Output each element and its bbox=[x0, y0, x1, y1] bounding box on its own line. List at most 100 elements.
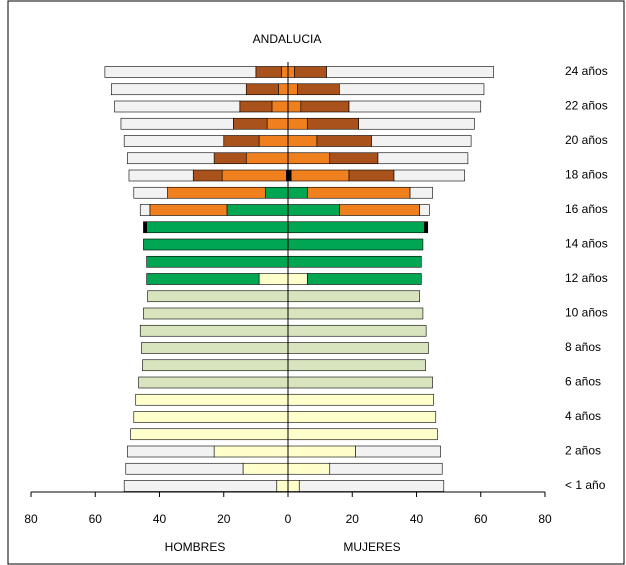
x-tick-label: 20 bbox=[217, 512, 231, 526]
y-tick-label: 18 años bbox=[565, 168, 608, 182]
bar-segment bbox=[298, 480, 445, 492]
y-tick-label: < 1 año bbox=[565, 478, 606, 492]
bar-segment bbox=[127, 152, 215, 165]
bar-segment bbox=[306, 186, 411, 199]
bar-segment bbox=[348, 169, 395, 182]
bar-segment bbox=[300, 100, 350, 113]
bar-segment bbox=[297, 83, 340, 96]
bar-segment bbox=[348, 100, 482, 113]
bar-segment bbox=[424, 221, 429, 234]
y-tick-label: 6 años bbox=[565, 375, 601, 389]
y-tick-label: 24 años bbox=[565, 64, 608, 78]
bar-segment bbox=[147, 290, 289, 303]
bar-segment bbox=[141, 342, 289, 354]
bar-segment bbox=[287, 428, 438, 441]
bar-segment bbox=[287, 411, 437, 423]
bar-segment bbox=[306, 117, 359, 130]
bar-segment bbox=[258, 273, 289, 285]
x-tick-label: 60 bbox=[89, 512, 103, 526]
bar-segment bbox=[120, 117, 234, 130]
bar-segment bbox=[329, 152, 379, 165]
bar-segment bbox=[139, 324, 289, 337]
bar-segment bbox=[287, 462, 331, 475]
bar-segment bbox=[287, 290, 421, 303]
bar-segment bbox=[133, 186, 168, 199]
right-axis-label: MUJERES bbox=[343, 540, 400, 554]
bar-segment bbox=[258, 135, 289, 147]
left-axis-label: HOMBRES bbox=[165, 540, 226, 554]
bar-segment bbox=[221, 169, 287, 182]
bar-segment bbox=[226, 204, 289, 216]
bar-segment bbox=[287, 393, 434, 406]
bar-segment bbox=[306, 273, 422, 285]
bar-segment bbox=[358, 117, 475, 130]
bar-segment bbox=[146, 273, 260, 285]
bar-segment bbox=[294, 66, 327, 78]
bar-segment bbox=[143, 238, 289, 251]
y-tick-label: 2 años bbox=[565, 444, 601, 458]
bar-segment bbox=[245, 83, 279, 96]
y-tick-label: 16 años bbox=[565, 202, 608, 216]
bar-segment bbox=[281, 66, 289, 78]
bar-segment bbox=[287, 100, 302, 113]
bar-segment bbox=[287, 359, 426, 372]
bar-segment bbox=[371, 135, 472, 147]
x-tick-label: 0 bbox=[285, 512, 292, 526]
bar-segment bbox=[123, 480, 278, 492]
bar-segment bbox=[143, 221, 147, 234]
bar-segment bbox=[287, 117, 308, 130]
bar-segment bbox=[287, 255, 422, 268]
y-tick-label: 14 años bbox=[565, 237, 608, 251]
bar-segment bbox=[142, 359, 289, 372]
bar-segment bbox=[125, 462, 244, 475]
bar-segment bbox=[143, 307, 289, 320]
bar-segment bbox=[245, 152, 289, 165]
y-tick-label: 4 años bbox=[565, 409, 601, 423]
bar-segment bbox=[104, 66, 257, 78]
bar-segment bbox=[287, 83, 298, 96]
bar-segment bbox=[290, 169, 350, 182]
bar-segment bbox=[329, 462, 443, 475]
x-tick-label: 40 bbox=[410, 512, 424, 526]
chart-title: ANDALUCIA bbox=[253, 32, 322, 46]
bar-segment bbox=[149, 204, 228, 216]
bar-segment bbox=[138, 376, 289, 389]
bar-segment bbox=[135, 393, 289, 406]
bar-segment bbox=[213, 445, 289, 458]
bar-segment bbox=[111, 83, 247, 96]
bar-segment bbox=[287, 238, 424, 251]
bar-segment bbox=[287, 324, 427, 337]
bar-segment bbox=[287, 221, 425, 234]
bar-segment bbox=[287, 186, 308, 199]
bar-segment bbox=[127, 445, 215, 458]
y-tick-label: 12 años bbox=[565, 271, 608, 285]
bar-segment bbox=[276, 480, 289, 492]
x-tick-label: 60 bbox=[474, 512, 488, 526]
bar-segment bbox=[409, 186, 433, 199]
bar-segment bbox=[287, 152, 331, 165]
bar-segment bbox=[339, 83, 485, 96]
bar-segment bbox=[239, 100, 273, 113]
bar-segment bbox=[287, 204, 340, 216]
bar-segment bbox=[287, 66, 295, 78]
y-tick-label: 8 años bbox=[565, 340, 601, 354]
bar-segment bbox=[213, 152, 247, 165]
x-tick-label: 80 bbox=[24, 512, 38, 526]
bar-segment bbox=[287, 135, 318, 147]
y-tick-label: 20 años bbox=[565, 133, 608, 147]
bar-segment bbox=[339, 204, 421, 216]
bar-segment bbox=[326, 66, 494, 78]
y-tick-label: 10 años bbox=[565, 306, 608, 320]
bar-segment bbox=[355, 445, 441, 458]
bar-segment bbox=[287, 376, 433, 389]
bar-segment bbox=[130, 428, 289, 441]
bar-segment bbox=[146, 255, 289, 268]
bar-segment bbox=[114, 100, 241, 113]
bar-segment bbox=[146, 221, 289, 234]
bar-segment bbox=[133, 411, 289, 423]
x-tick-label: 40 bbox=[153, 512, 167, 526]
bar-segment bbox=[139, 204, 151, 216]
bar-segment bbox=[255, 66, 282, 78]
bar-segment bbox=[192, 169, 223, 182]
bar-segment bbox=[223, 135, 260, 147]
